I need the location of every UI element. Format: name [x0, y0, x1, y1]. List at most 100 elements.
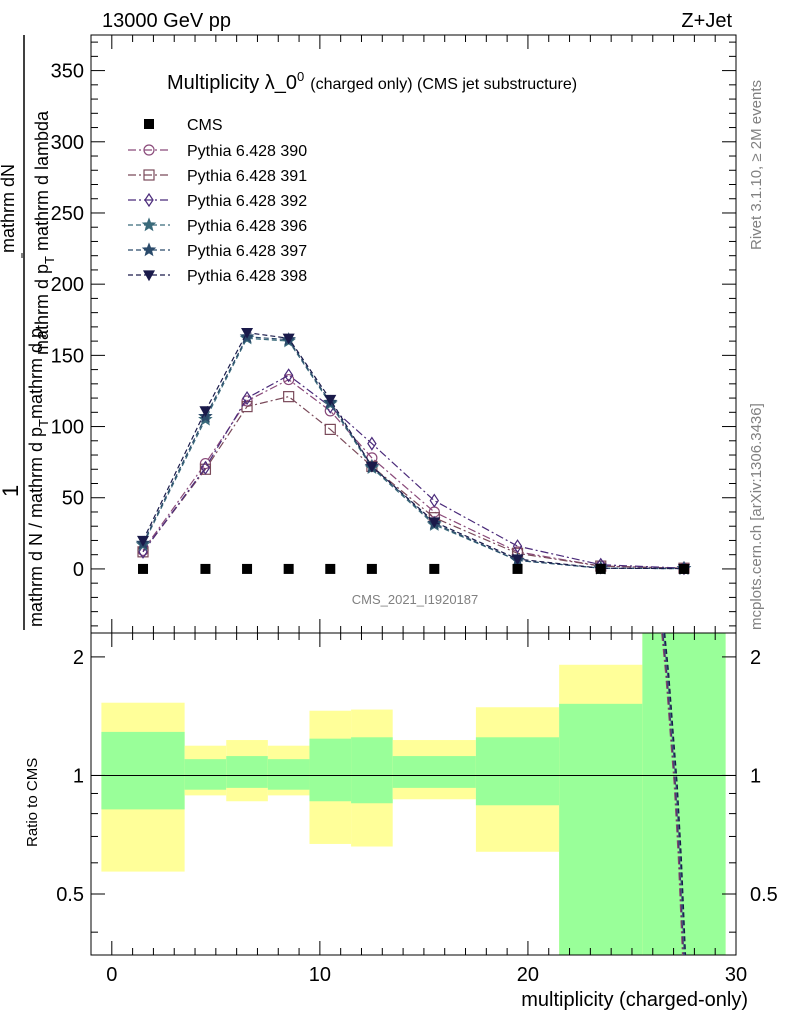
- axis-ticks: [90, 35, 737, 955]
- plot-title-superscript: 0: [297, 69, 304, 84]
- ratio-y-tick-label: 0.5: [56, 884, 84, 906]
- series-line-3: [142, 337, 685, 570]
- mc-series: [135, 327, 692, 576]
- series-point-1: [283, 391, 295, 403]
- y-label-den-b: mathrm d p: [26, 328, 46, 419]
- ratio-y-tick-label-right: 0.5: [750, 884, 778, 906]
- legend-label-1: Pythia 6.428 391: [187, 168, 307, 185]
- plot-title-detail: (charged only) (CMS jet substructure): [310, 76, 577, 93]
- series-point-2: [367, 436, 377, 451]
- y-label-num-sub: T: [42, 256, 57, 264]
- series-point-1: [324, 423, 336, 435]
- header-energy-label: 13000 GeV pp: [102, 10, 231, 32]
- y-label-num-tail: mathrm d lambda: [32, 110, 52, 256]
- ratio-green-band-3: [267, 759, 310, 790]
- y-tick-label: 100: [51, 417, 84, 439]
- series-point-5: [324, 394, 337, 406]
- ratio-y-tick-label: 1: [73, 765, 84, 787]
- x-tick-label: 0: [106, 964, 117, 986]
- series-line-1: [142, 395, 685, 569]
- y-label-den-a: mathrm d N / mathrm d p: [26, 427, 46, 627]
- ratio-y-tick-label-right: 1: [750, 765, 761, 787]
- plot-title: Multiplicity λ_00 (charged only) (CMS jet…: [167, 69, 577, 94]
- legend-marker-0: [143, 144, 155, 156]
- x-tick-label: 20: [517, 964, 539, 986]
- cms-data-point: [429, 563, 440, 574]
- series-point-0: [283, 373, 295, 386]
- ratio-curve-5: [664, 633, 687, 955]
- ratio-bands: [101, 633, 726, 955]
- plot-title-main: Multiplicity λ_0: [167, 72, 297, 94]
- ratio-y-tick-label: 2: [73, 647, 84, 669]
- ratio-green-band-6: [392, 756, 476, 788]
- series-line-4: [142, 336, 685, 570]
- header-process-label: Z+Jet: [681, 10, 732, 32]
- cms-data-point: [138, 563, 149, 574]
- series-point-2: [429, 493, 440, 508]
- ratio-curves: [661, 633, 687, 955]
- legend-cms-marker: [144, 119, 154, 129]
- ratio-plot-frame: [90, 632, 737, 956]
- series-line-0: [142, 378, 685, 569]
- y-tick-label: 150: [51, 345, 84, 367]
- legend-label-2: Pythia 6.428 392: [187, 193, 307, 210]
- y-tick-label: 0: [73, 559, 84, 581]
- series-line-5: [142, 331, 685, 570]
- cms-data-point: [366, 563, 377, 574]
- legend-label-0: Pythia 6.428 390: [187, 143, 307, 160]
- cms-data-point: [325, 563, 336, 574]
- series-point-2: [242, 390, 252, 406]
- y-tick-label: 200: [51, 274, 84, 296]
- ratio-y-axis-label: Ratio to CMS: [24, 758, 41, 847]
- series-point-1: [241, 401, 253, 413]
- series-point-2: [283, 368, 294, 383]
- series-line-2: [142, 374, 685, 569]
- series-point-0: [241, 395, 253, 407]
- legend-marker-4: [141, 242, 157, 257]
- ratio-green-band-8: [559, 703, 643, 955]
- cms-data-point: [595, 563, 606, 574]
- main-y-axis-label: 1 mathrm dN mathrm d pT mathrm d lambda …: [0, 35, 57, 630]
- series-point-5: [136, 535, 150, 547]
- ratio-green-band-9: [642, 633, 726, 955]
- cms-data-points: [138, 563, 689, 574]
- y-tick-label: 50: [62, 488, 84, 510]
- ratio-green-band-7: [475, 737, 560, 806]
- y-label-numerator: mathrm d pT mathrm d lambda: [32, 110, 57, 355]
- rivet-version-label: Rivet 3.1.10, ≥ 2M events: [748, 80, 765, 250]
- x-tick-label: 30: [725, 964, 747, 986]
- analysis-watermark: CMS_2021_I1920187: [352, 592, 479, 607]
- y-tick-label: 350: [51, 61, 84, 83]
- ratio-green-band-0: [101, 731, 185, 810]
- y-label-one: 1: [0, 485, 23, 497]
- legend-marker-5: [142, 270, 156, 282]
- cms-data-point: [283, 563, 294, 574]
- cms-data-point: [200, 563, 211, 574]
- cms-data-point: [512, 563, 523, 574]
- series-point-5: [511, 554, 524, 566]
- legend-marker-3: [141, 217, 157, 232]
- series-point-0: [199, 457, 212, 470]
- legend-label-3: Pythia 6.428 396: [187, 218, 307, 235]
- legend-marker-2: [144, 192, 154, 208]
- series-point-5: [365, 461, 378, 473]
- legend: CMS Pythia 6.428 390 Pythia 6.428 391 Pythi…: [128, 117, 307, 285]
- y-tick-label: 300: [51, 132, 84, 154]
- legend-label-4: Pythia 6.428 397: [187, 243, 307, 260]
- legend-marker-1: [143, 169, 155, 181]
- y-label-denominator: mathrm d N / mathrm d pTmathrm d p: [26, 328, 51, 627]
- series-point-2: [200, 460, 211, 475]
- series-point-5: [428, 517, 441, 529]
- legend-cms-label: CMS: [187, 117, 223, 134]
- y-label-num-mid: mathrm d p: [32, 264, 52, 355]
- y-label-numerator-top: mathrm dN: [0, 164, 18, 253]
- cms-data-point: [242, 563, 253, 574]
- series-point-2: [138, 544, 148, 559]
- x-tick-label: 10: [309, 964, 331, 986]
- x-axis-label: multiplicity (charged-only): [521, 989, 748, 1011]
- ratio-green-band-4: [309, 738, 352, 802]
- series-point-5: [241, 327, 254, 339]
- legend-label-5: Pythia 6.428 398: [187, 268, 307, 285]
